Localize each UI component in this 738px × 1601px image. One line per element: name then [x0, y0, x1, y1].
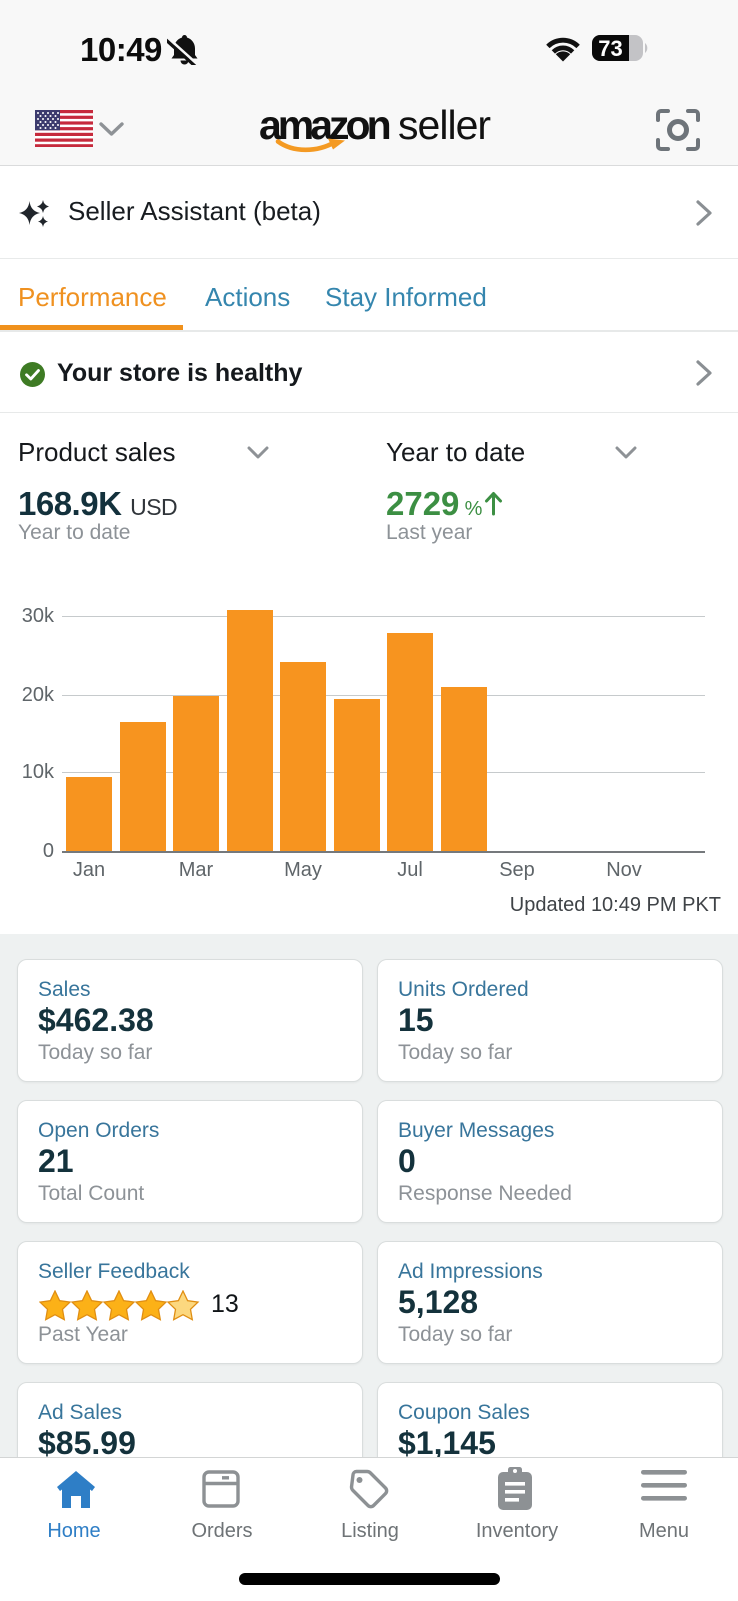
svg-text:73: 73	[598, 36, 622, 61]
